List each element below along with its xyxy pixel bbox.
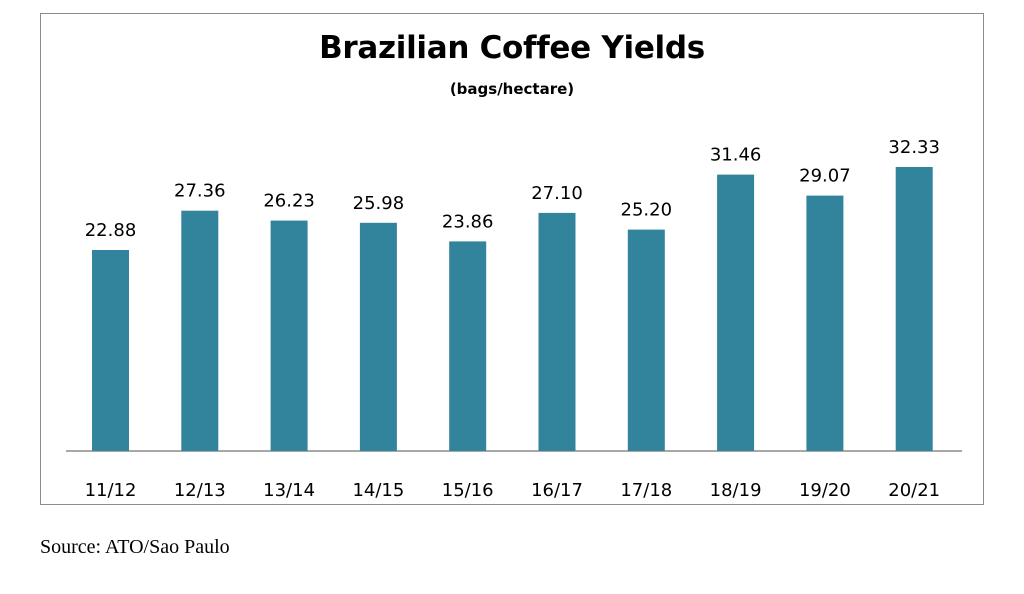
data-label: 25.20 xyxy=(621,200,673,221)
data-label: 26.23 xyxy=(263,191,315,212)
x-tick-label: 11/12 xyxy=(85,480,137,501)
bar-18-19 xyxy=(717,174,755,451)
data-label: 23.86 xyxy=(442,211,494,232)
x-tick-label: 15/16 xyxy=(442,480,494,501)
bar-17-18 xyxy=(627,229,665,451)
chart-subtitle: (bags/hectare) xyxy=(449,80,575,98)
x-tick-label: 18/19 xyxy=(710,480,762,501)
source-note: Source: ATO/Sao Paulo xyxy=(40,536,230,558)
data-label: 29.07 xyxy=(799,166,851,187)
data-label: 25.98 xyxy=(353,193,405,214)
x-tick-label: 13/14 xyxy=(263,480,315,501)
x-tick-label: 20/21 xyxy=(888,480,940,501)
data-label: 31.46 xyxy=(710,145,762,166)
bar-19-20 xyxy=(806,195,844,451)
x-tick-label: 12/13 xyxy=(174,480,226,501)
bar-11-12 xyxy=(92,250,129,451)
data-label: 27.10 xyxy=(531,183,583,204)
data-label: 27.36 xyxy=(174,181,226,202)
x-tick-label: 17/18 xyxy=(620,480,672,501)
bar-15-16 xyxy=(449,241,487,451)
x-tick-label: 16/17 xyxy=(531,480,583,501)
bar-16-17 xyxy=(538,212,576,451)
data-label: 32.33 xyxy=(888,137,940,158)
bar-12-13 xyxy=(181,210,219,451)
data-label: 22.88 xyxy=(85,220,137,241)
bar-20-21 xyxy=(895,167,933,451)
bar-14-15 xyxy=(359,222,397,451)
x-tick-label: 19/20 xyxy=(799,480,851,501)
x-tick-label: 14/15 xyxy=(352,480,404,501)
chart-title: Brazilian Coffee Yields xyxy=(319,30,705,66)
bar-13-14 xyxy=(270,220,308,451)
